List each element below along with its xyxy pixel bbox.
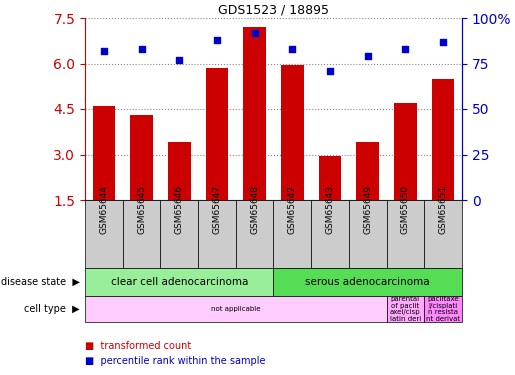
Text: GSM65644: GSM65644 bbox=[99, 185, 108, 234]
Text: GSM65643: GSM65643 bbox=[325, 185, 335, 234]
Bar bbox=[356, 142, 379, 200]
Bar bbox=[243, 27, 266, 200]
Text: GSM65651: GSM65651 bbox=[439, 185, 448, 234]
Point bbox=[439, 39, 447, 45]
Text: GSM65650: GSM65650 bbox=[401, 185, 410, 234]
Point bbox=[364, 53, 372, 59]
Text: not applicable: not applicable bbox=[211, 306, 261, 312]
Point bbox=[175, 57, 183, 63]
Text: GSM65649: GSM65649 bbox=[363, 185, 372, 234]
Bar bbox=[130, 115, 153, 200]
Bar bbox=[93, 106, 115, 200]
Text: clear cell adenocarcinoma: clear cell adenocarcinoma bbox=[111, 277, 248, 287]
Bar bbox=[394, 103, 417, 200]
Bar bbox=[432, 79, 454, 200]
Title: GDS1523 / 18895: GDS1523 / 18895 bbox=[218, 4, 329, 17]
Text: GSM65647: GSM65647 bbox=[212, 185, 221, 234]
Text: disease state  ▶: disease state ▶ bbox=[1, 277, 80, 287]
Bar bbox=[281, 65, 304, 200]
Point bbox=[326, 68, 334, 74]
Text: paclitaxe
l/cisplati
n resista
nt derivat: paclitaxe l/cisplati n resista nt deriva… bbox=[426, 296, 460, 322]
Point bbox=[100, 48, 108, 54]
Point bbox=[138, 46, 146, 52]
Bar bbox=[168, 142, 191, 200]
Point bbox=[213, 37, 221, 43]
Text: ■  percentile rank within the sample: ■ percentile rank within the sample bbox=[85, 356, 265, 366]
Bar bbox=[205, 68, 228, 200]
Point bbox=[288, 46, 297, 52]
Text: serous adenocarcinoma: serous adenocarcinoma bbox=[305, 277, 430, 287]
Text: cell type  ▶: cell type ▶ bbox=[24, 304, 80, 314]
Text: GSM65648: GSM65648 bbox=[250, 185, 259, 234]
Bar bbox=[319, 156, 341, 200]
Point bbox=[250, 30, 259, 36]
Text: parental
of paclit
axel/cisp
latin deri: parental of paclit axel/cisp latin deri bbox=[390, 296, 421, 322]
Text: GSM65645: GSM65645 bbox=[137, 185, 146, 234]
Point bbox=[401, 46, 409, 52]
Text: ■  transformed count: ■ transformed count bbox=[85, 341, 191, 351]
Text: GSM65642: GSM65642 bbox=[288, 185, 297, 234]
Text: GSM65646: GSM65646 bbox=[175, 185, 184, 234]
